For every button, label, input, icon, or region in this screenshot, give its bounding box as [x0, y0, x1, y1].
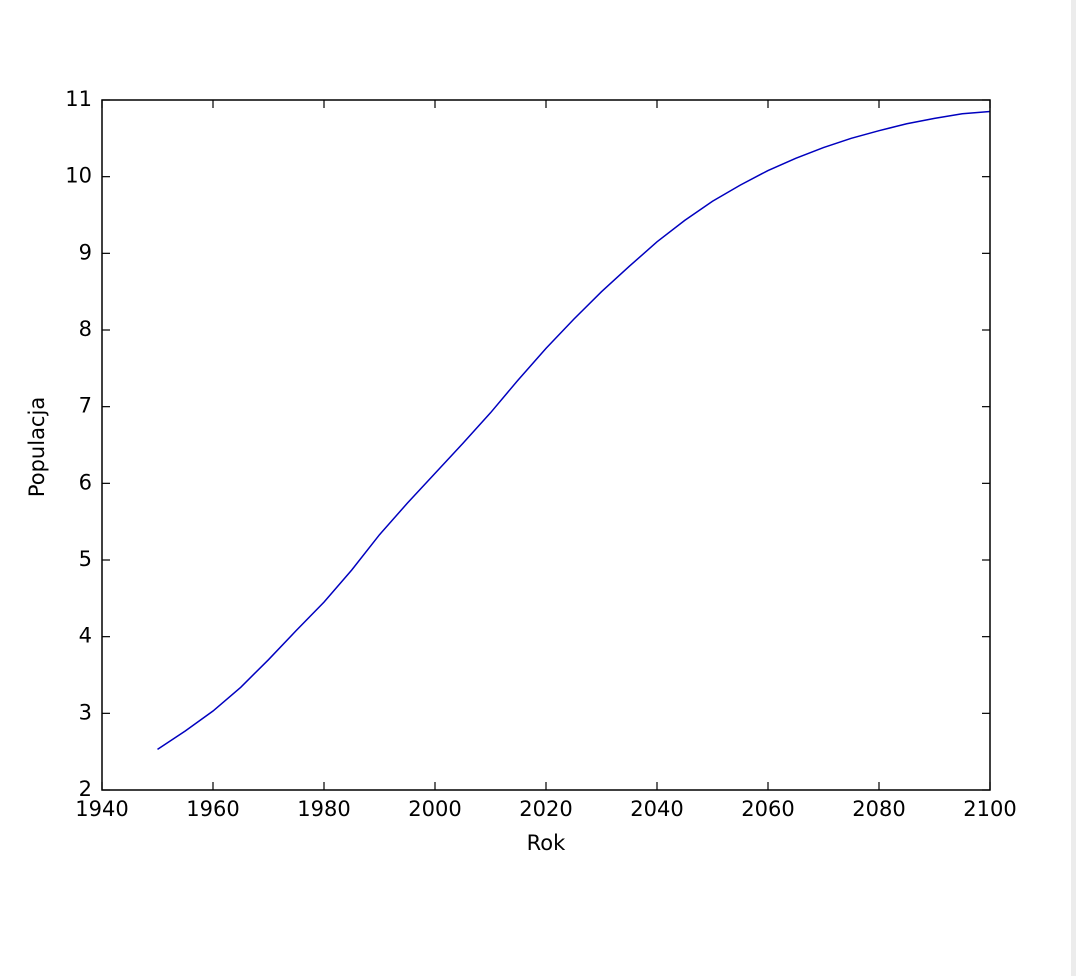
y-tick-label: 10 [65, 164, 92, 188]
y-tick-label: 3 [79, 700, 92, 724]
y-tick-label: 7 [79, 394, 92, 418]
y-tick-label: 5 [79, 547, 92, 571]
x-tick-label: 1940 [75, 797, 128, 821]
y-tick-label: 11 [65, 87, 92, 111]
x-tick-label: 1960 [186, 797, 239, 821]
x-tick-label: 2040 [630, 797, 683, 821]
scrollbar-edge [1071, 0, 1076, 976]
x-tick-label: 2100 [963, 797, 1016, 821]
x-tick-label: 2020 [519, 797, 572, 821]
y-axis-label: Populacja [25, 397, 49, 497]
y-tick-label: 9 [79, 240, 92, 264]
y-tick-label: 6 [79, 470, 92, 494]
data-line [157, 110, 991, 750]
x-tick-label: 1980 [297, 797, 350, 821]
y-tick-label: 8 [79, 317, 92, 341]
y-tick-label: 4 [79, 624, 92, 648]
x-tick-label: 2060 [741, 797, 794, 821]
plot-frame [101, 99, 991, 791]
x-tick-label: 2080 [852, 797, 905, 821]
x-tick-label: 2000 [408, 797, 461, 821]
y-tick-label: 2 [79, 777, 92, 801]
x-axis-label: Rok [527, 831, 566, 855]
